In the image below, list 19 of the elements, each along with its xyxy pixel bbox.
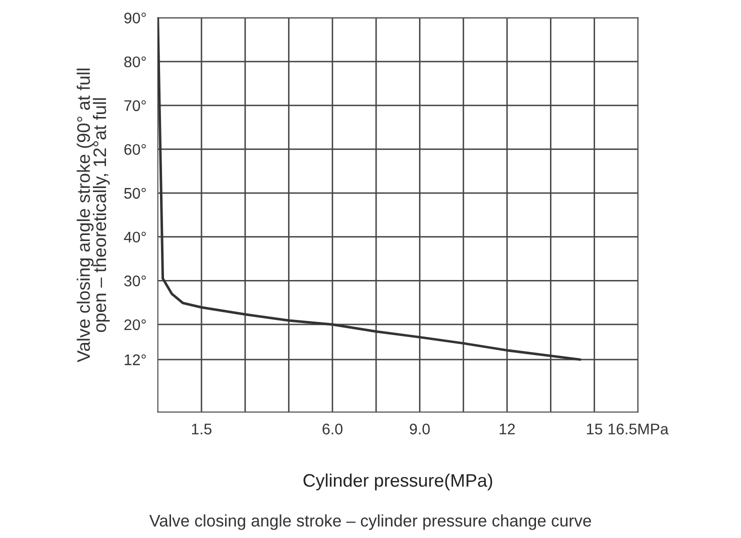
y-tick-label: 20° xyxy=(124,319,146,330)
x-tick-label: 16.5MPa xyxy=(608,424,669,434)
x-tick-label: 15 xyxy=(587,424,602,434)
y-tick-label: 80° xyxy=(124,56,146,68)
y-tick-label: 60° xyxy=(124,144,146,155)
y-tick-label: 30° xyxy=(124,276,146,286)
y-tick-label: 40° xyxy=(124,232,146,243)
x-tick-label: 12 xyxy=(500,424,515,434)
x-axis-title: Cylinder pressure(MPa) xyxy=(304,474,492,490)
x-tick-label: 1.5 xyxy=(192,424,212,434)
y-tick-label: 12° xyxy=(124,354,146,366)
text: Valve closing angle stroke – cylinder pressure change curve xyxy=(149,514,592,530)
y-axis-title: Valve closing angle stroke (90° at full open – theoretically, 12°at full xyxy=(76,68,110,362)
x-tick-label: 9.0 xyxy=(410,424,430,434)
y-tick-label: 50° xyxy=(124,188,146,199)
x-tick-label: 6.0 xyxy=(322,424,342,434)
y-tick-label: 90° xyxy=(124,12,146,24)
line-series xyxy=(158,18,582,361)
y-tick-label: 70° xyxy=(124,100,146,112)
